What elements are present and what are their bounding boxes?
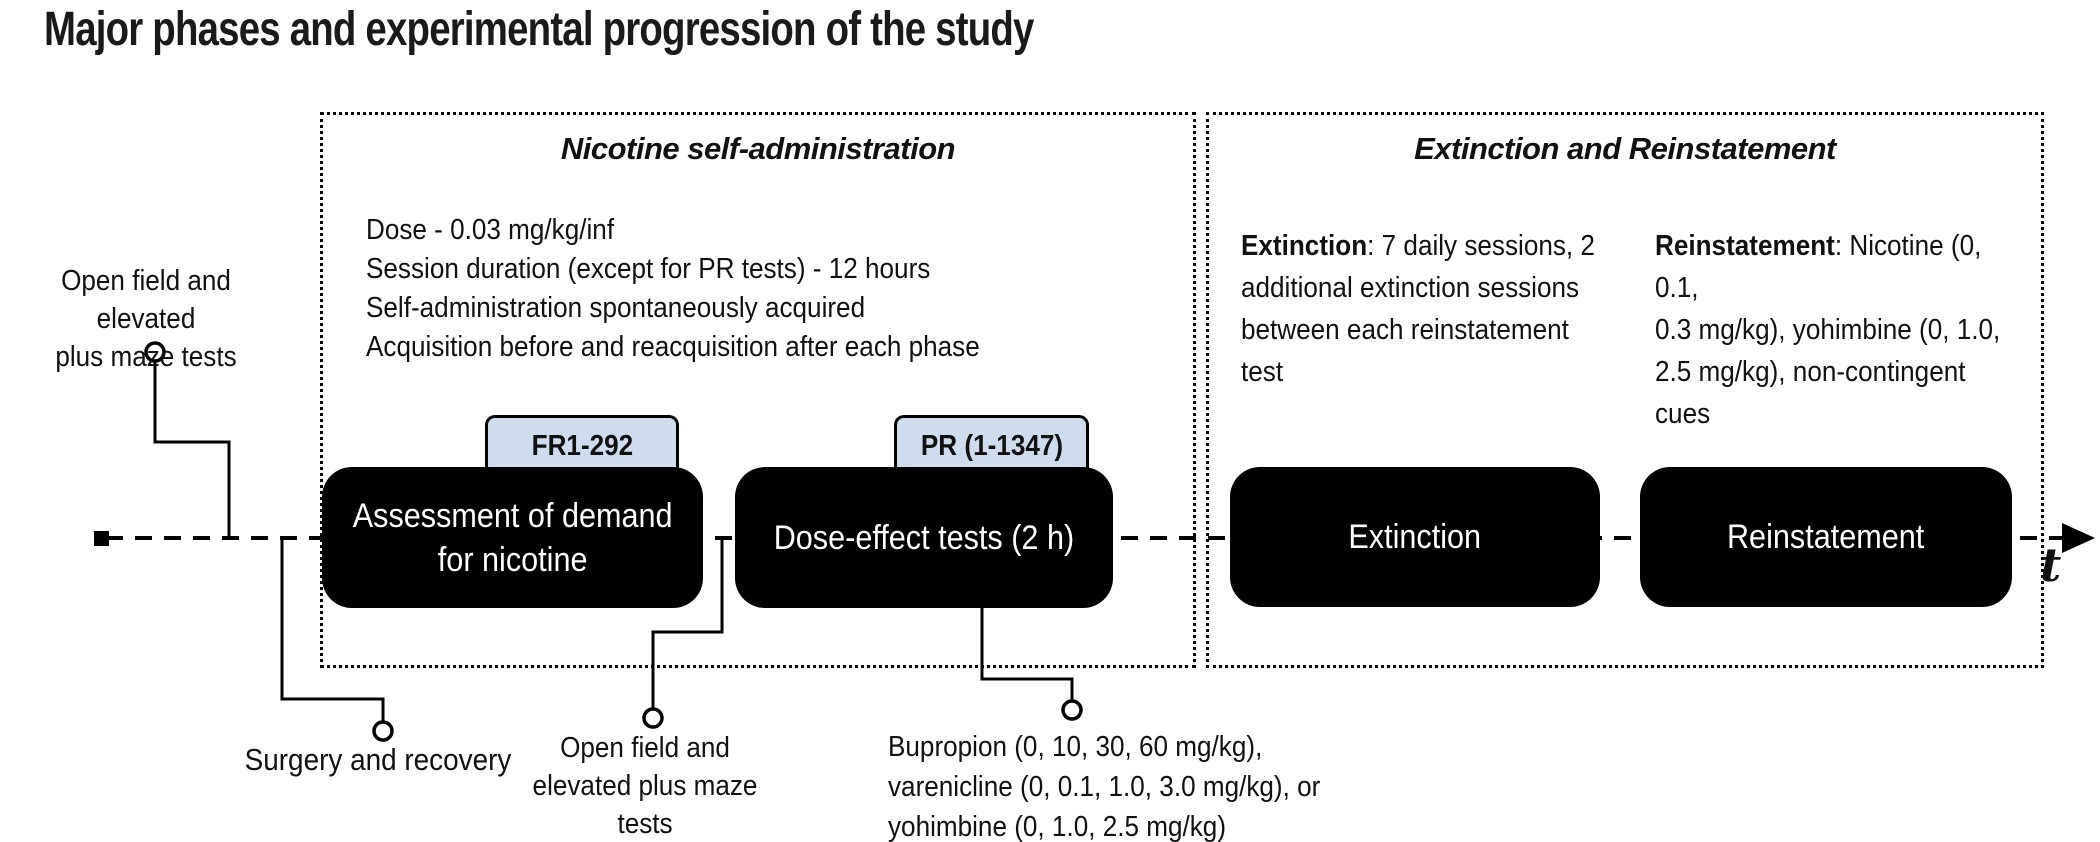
step-label: Reinstatement (1727, 518, 1925, 556)
connector-endpoint-dot (144, 341, 166, 363)
note-heading: Reinstatement (1655, 230, 1835, 262)
schedule-tab-label: PR (1-1347) (920, 430, 1063, 462)
note-heading: Extinction (1241, 230, 1368, 262)
note-extinction: Extinction: 7 daily sessions, 2 addition… (1241, 225, 1619, 393)
note-body: : 7 daily sessions, 2 additional extinct… (1241, 230, 1595, 388)
phase-title: Nicotine self-administration (560, 131, 956, 166)
step-reinstatement: Reinstatement (1640, 467, 2012, 607)
connector-surgery (280, 540, 385, 722)
phase-details: Dose - 0.03 mg/kg/inf Session duration (… (366, 214, 980, 363)
schedule-tab-label: FR1-292 (531, 430, 633, 462)
connector-mid-phase-tests (651, 540, 724, 709)
phase-title: Extinction and Reinstatement (1414, 131, 1836, 166)
step-label: Extinction (1348, 518, 1482, 556)
annotation-mid-phase-tests: Open field and elevated plus maze tests (532, 732, 758, 840)
annotation-surgery: Surgery and recovery (244, 742, 512, 777)
phase-box-nicotine-self-administration: Nicotine self-administration Dose - 0.03… (320, 112, 1196, 668)
note-reinstatement: Reinstatement: Nicotine (0, 0.1, 0.3 mg/… (1655, 225, 2015, 435)
step-label: Dose-effect tests (2 h) (773, 518, 1075, 557)
schedule-tab-fr1: FR1-292 (485, 415, 679, 475)
figure-title: Major phases and experimental progressio… (44, 3, 1034, 56)
connector-endpoint-dot (372, 720, 394, 742)
annotation-pre-surgery-tests: Open field and elevated plus maze tests (55, 265, 237, 373)
phase-box-extinction-reinstatement: Extinction and Reinstatement Extinction:… (1206, 112, 2044, 668)
step-dose-effect-tests: Dose-effect tests (2 h) (735, 467, 1113, 608)
step-extinction: Extinction (1230, 467, 1600, 607)
timeline-start-square (94, 531, 109, 546)
connector-drug-challenges (980, 605, 1074, 701)
schedule-tab-pr: PR (1-1347) (894, 415, 1089, 475)
annotation-drug-challenges: Bupropion (0, 10, 30, 60 mg/kg), varenic… (888, 731, 1321, 842)
time-axis-label: t (2040, 538, 2062, 592)
connector-pre-surgery-tests (153, 361, 231, 536)
timeline-arrow-icon (2062, 523, 2095, 553)
step-label: Assessment of demand for nicotine (352, 496, 673, 579)
note-body: : Nicotine (0, 0.1, 0.3 mg/kg), yohimbin… (1655, 230, 2001, 430)
connector-endpoint-dot (1061, 699, 1083, 721)
step-assessment-of-demand: Assessment of demand for nicotine (322, 467, 703, 608)
connector-endpoint-dot (642, 707, 664, 729)
